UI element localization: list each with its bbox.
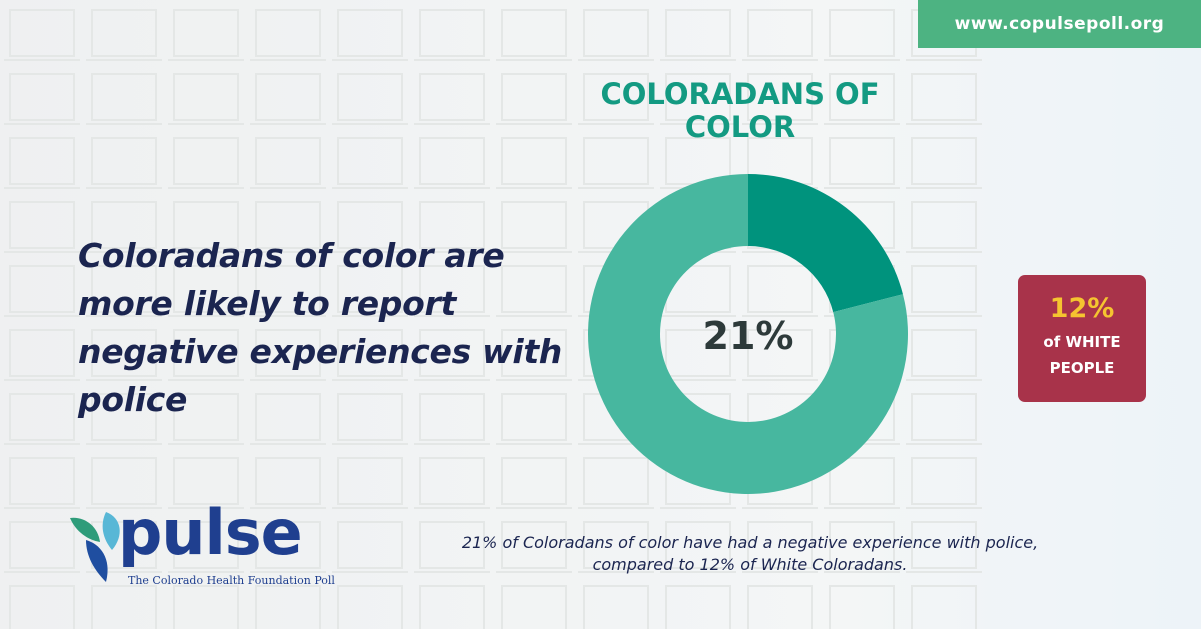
website-url-badge[interactable]: www.copulsepoll.org — [918, 0, 1201, 48]
logo-subtitle: The Colorado Health Foundation Poll — [128, 574, 335, 587]
donut-slice-2 — [588, 174, 908, 494]
chart-title: COLORADANS OF COLOR — [600, 77, 880, 144]
donut-slice-1 — [748, 174, 903, 313]
footnote: 21% of Coloradans of color have had a ne… — [461, 533, 1039, 574]
comparison-value: 12% — [1049, 293, 1115, 324]
donut-center-value: 21% — [703, 314, 794, 358]
headline: Coloradans of color are more likely to r… — [78, 236, 563, 419]
pulse-logo: pulse The Colorado Health Foundation Pol… — [66, 496, 356, 595]
comparison-box: 12% of WHITE PEOPLE — [1018, 275, 1146, 402]
comparison-label: of WHITE PEOPLE — [1043, 333, 1121, 377]
donut-chart: 21% — [588, 174, 908, 494]
leaf-icon — [70, 512, 120, 582]
logo-wordmark: pulse — [118, 496, 303, 569]
